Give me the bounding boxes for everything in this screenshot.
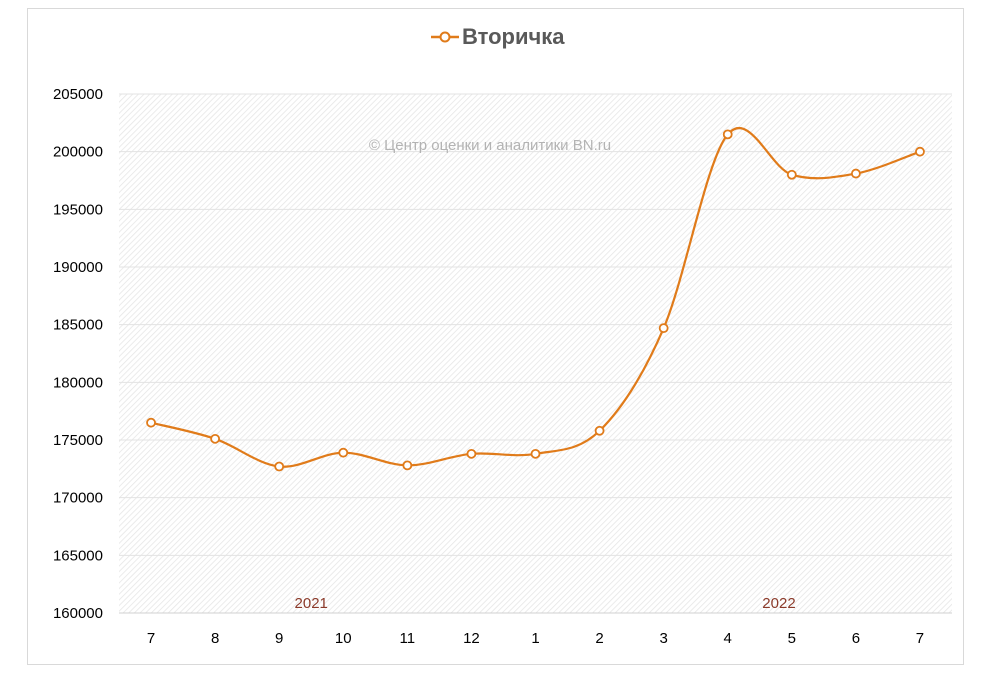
plot-area [119,94,952,613]
x-tick-label: 11 [400,630,416,647]
y-tick-label: 165000 [53,547,103,564]
x-tick-label: 9 [275,630,283,647]
x-tick-label: 5 [788,630,796,647]
x-tick-label: 4 [724,630,732,647]
data-point [594,425,605,436]
y-tick-label: 185000 [53,317,103,334]
data-point [274,461,285,472]
x-tick-label: 8 [211,630,219,647]
x-tick-label: 7 [916,630,924,647]
x-tick-label: 12 [463,630,480,647]
x-tick-label: 7 [147,630,155,647]
grid-lines [119,93,952,614]
y-tick-label: 180000 [53,374,103,391]
y-tick-labels: 160000 165000 170000 175000 180000 185000 1900… [53,86,103,622]
x-tick-label: 2 [595,630,603,647]
y-tick-label: 170000 [53,490,103,507]
data-point [146,417,156,428]
data-point [786,169,797,180]
x-tick-label: 1 [531,630,539,647]
y-tick-label: 205000 [53,86,103,103]
data-point [915,146,925,157]
legend: Вторичка [431,24,565,49]
data-point [722,129,733,140]
series-line [149,126,922,468]
data-point [402,460,413,471]
x-tick-label: 6 [852,630,860,647]
year-labels: 2021 2022 [295,595,796,612]
y-tick-label: 190000 [53,259,103,276]
data-point [850,168,861,179]
x-tick-label: 3 [659,630,667,647]
y-tick-label: 195000 [53,201,103,218]
data-point [210,433,221,444]
legend-marker-icon [439,31,451,43]
data-point [338,447,349,458]
data-point [658,323,669,334]
series-layer [146,126,925,472]
y-tick-label: 175000 [53,432,103,449]
y-tick-label: 200000 [53,144,103,161]
y-tick-label: 160000 [53,605,103,622]
watermark-text: © Центр оценки и аналитики BN.ru [369,137,611,154]
data-point [466,448,477,459]
data-point [530,448,541,459]
x-tick-labels: 7 8 9 10 11 12 1 2 3 4 5 6 7 [147,630,924,647]
year-label: 2022 [762,595,795,612]
year-label: 2021 [295,595,328,612]
legend-series-name: Вторичка [462,24,565,49]
x-tick-label: 10 [335,630,352,647]
